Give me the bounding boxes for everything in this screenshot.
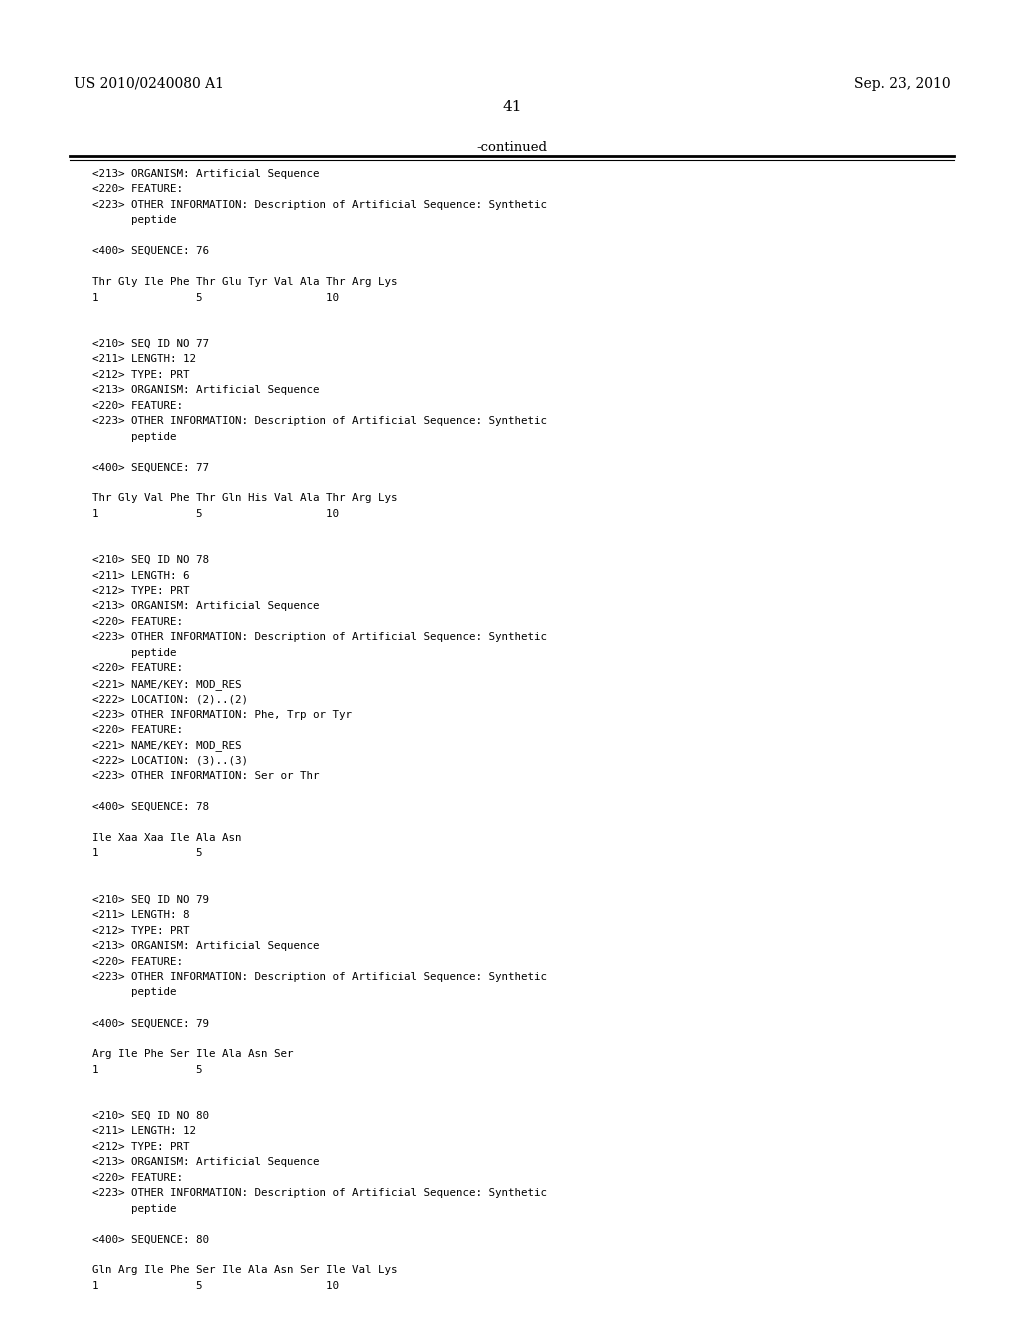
Text: Sep. 23, 2010: Sep. 23, 2010 (854, 77, 950, 91)
Text: <213> ORGANISM: Artificial Sequence: <213> ORGANISM: Artificial Sequence (92, 941, 319, 952)
Text: <220> FEATURE:: <220> FEATURE: (92, 185, 183, 194)
Text: <210> SEQ ID NO 80: <210> SEQ ID NO 80 (92, 1111, 209, 1121)
Text: <400> SEQUENCE: 80: <400> SEQUENCE: 80 (92, 1234, 209, 1245)
Text: <221> NAME/KEY: MOD_RES: <221> NAME/KEY: MOD_RES (92, 678, 242, 689)
Text: <221> NAME/KEY: MOD_RES: <221> NAME/KEY: MOD_RES (92, 741, 242, 751)
Text: <212> TYPE: PRT: <212> TYPE: PRT (92, 370, 189, 380)
Text: 1               5                   10: 1 5 10 (92, 1280, 339, 1291)
Text: 41: 41 (502, 100, 522, 115)
Text: -continued: -continued (476, 141, 548, 154)
Text: <400> SEQUENCE: 77: <400> SEQUENCE: 77 (92, 462, 209, 473)
Text: <211> LENGTH: 12: <211> LENGTH: 12 (92, 354, 197, 364)
Text: <212> TYPE: PRT: <212> TYPE: PRT (92, 586, 189, 595)
Text: 1               5                   10: 1 5 10 (92, 508, 339, 519)
Text: <211> LENGTH: 6: <211> LENGTH: 6 (92, 570, 189, 581)
Text: <211> LENGTH: 8: <211> LENGTH: 8 (92, 911, 189, 920)
Text: <213> ORGANISM: Artificial Sequence: <213> ORGANISM: Artificial Sequence (92, 1158, 319, 1167)
Text: Ile Xaa Xaa Ile Ala Asn: Ile Xaa Xaa Ile Ala Asn (92, 833, 242, 843)
Text: <223> OTHER INFORMATION: Description of Artificial Sequence: Synthetic: <223> OTHER INFORMATION: Description of … (92, 1188, 547, 1199)
Text: <220> FEATURE:: <220> FEATURE: (92, 401, 183, 411)
Text: <212> TYPE: PRT: <212> TYPE: PRT (92, 925, 189, 936)
Text: 1               5: 1 5 (92, 849, 203, 858)
Text: <220> FEATURE:: <220> FEATURE: (92, 957, 183, 966)
Text: 1               5                   10: 1 5 10 (92, 293, 339, 302)
Text: peptide: peptide (92, 215, 177, 226)
Text: <222> LOCATION: (2)..(2): <222> LOCATION: (2)..(2) (92, 694, 248, 704)
Text: <223> OTHER INFORMATION: Ser or Thr: <223> OTHER INFORMATION: Ser or Thr (92, 771, 319, 781)
Text: <220> FEATURE:: <220> FEATURE: (92, 1173, 183, 1183)
Text: <223> OTHER INFORMATION: Phe, Trp or Tyr: <223> OTHER INFORMATION: Phe, Trp or Tyr (92, 710, 352, 719)
Text: Thr Gly Ile Phe Thr Glu Tyr Val Ala Thr Arg Lys: Thr Gly Ile Phe Thr Glu Tyr Val Ala Thr … (92, 277, 397, 286)
Text: US 2010/0240080 A1: US 2010/0240080 A1 (74, 77, 223, 91)
Text: <213> ORGANISM: Artificial Sequence: <213> ORGANISM: Artificial Sequence (92, 602, 319, 611)
Text: <213> ORGANISM: Artificial Sequence: <213> ORGANISM: Artificial Sequence (92, 385, 319, 395)
Text: <400> SEQUENCE: 76: <400> SEQUENCE: 76 (92, 246, 209, 256)
Text: peptide: peptide (92, 648, 177, 657)
Text: <400> SEQUENCE: 79: <400> SEQUENCE: 79 (92, 1019, 209, 1028)
Text: <211> LENGTH: 12: <211> LENGTH: 12 (92, 1126, 197, 1137)
Text: <223> OTHER INFORMATION: Description of Artificial Sequence: Synthetic: <223> OTHER INFORMATION: Description of … (92, 972, 547, 982)
Text: <210> SEQ ID NO 79: <210> SEQ ID NO 79 (92, 895, 209, 904)
Text: peptide: peptide (92, 1204, 177, 1213)
Text: <222> LOCATION: (3)..(3): <222> LOCATION: (3)..(3) (92, 756, 248, 766)
Text: <213> ORGANISM: Artificial Sequence: <213> ORGANISM: Artificial Sequence (92, 169, 319, 180)
Text: 1               5: 1 5 (92, 1065, 203, 1074)
Text: <210> SEQ ID NO 78: <210> SEQ ID NO 78 (92, 554, 209, 565)
Text: Arg Ile Phe Ser Ile Ala Asn Ser: Arg Ile Phe Ser Ile Ala Asn Ser (92, 1049, 294, 1059)
Text: <220> FEATURE:: <220> FEATURE: (92, 663, 183, 673)
Text: <210> SEQ ID NO 77: <210> SEQ ID NO 77 (92, 339, 209, 348)
Text: <223> OTHER INFORMATION: Description of Artificial Sequence: Synthetic: <223> OTHER INFORMATION: Description of … (92, 632, 547, 643)
Text: Gln Arg Ile Phe Ser Ile Ala Asn Ser Ile Val Lys: Gln Arg Ile Phe Ser Ile Ala Asn Ser Ile … (92, 1266, 397, 1275)
Text: <223> OTHER INFORMATION: Description of Artificial Sequence: Synthetic: <223> OTHER INFORMATION: Description of … (92, 199, 547, 210)
Text: peptide: peptide (92, 432, 177, 441)
Text: <400> SEQUENCE: 78: <400> SEQUENCE: 78 (92, 803, 209, 812)
Text: <223> OTHER INFORMATION: Description of Artificial Sequence: Synthetic: <223> OTHER INFORMATION: Description of … (92, 416, 547, 426)
Text: <220> FEATURE:: <220> FEATURE: (92, 725, 183, 735)
Text: peptide: peptide (92, 987, 177, 998)
Text: <212> TYPE: PRT: <212> TYPE: PRT (92, 1142, 189, 1152)
Text: Thr Gly Val Phe Thr Gln His Val Ala Thr Arg Lys: Thr Gly Val Phe Thr Gln His Val Ala Thr … (92, 494, 397, 503)
Text: <220> FEATURE:: <220> FEATURE: (92, 616, 183, 627)
